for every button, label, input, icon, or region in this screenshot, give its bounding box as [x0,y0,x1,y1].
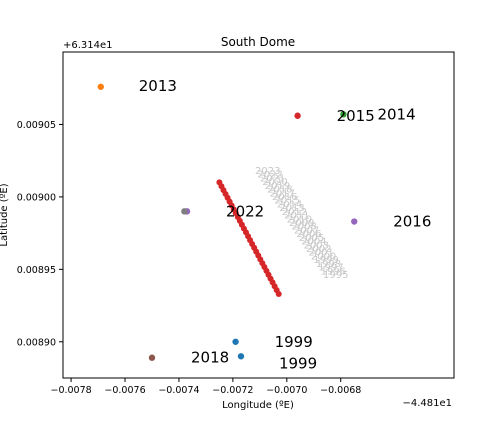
scatter-point [340,111,347,118]
faded-year-label: 2010 [287,214,312,225]
scatter-point [181,208,188,215]
faded-year-label: 2009 [289,218,314,229]
point-label: 1999 [279,354,317,372]
point-label: 2022 [226,202,264,220]
point-label: 1999 [275,333,313,351]
faded-year-label: 2016 [272,192,297,203]
faded-year-label: 2006 [296,229,321,240]
faded-year-label: 2001 [308,248,333,259]
x-axis-ticks: −0.0078 −0.0076 −0.0074 −0.0072 −0.0070 −0.00… [50,378,361,396]
x-tick-label: −0.0074 [158,385,199,396]
faded-year-label: 2012 [282,207,307,218]
point-label: 2015 [337,107,375,125]
faded-year-label: 1998 [316,259,341,270]
faded-year-label: 2023 [255,166,280,177]
faded-year-label: 2008 [291,222,316,233]
point-label: 2018 [191,349,229,367]
faded-year-label: 2018 [267,185,292,196]
faded-year-label: 2015 [274,196,299,207]
x-tick-label: −0.0068 [320,385,361,396]
faded-year-label: 2011 [284,211,309,222]
faded-year-label: 2017 [270,188,295,199]
point-label: 2014 [377,105,415,123]
x-offset-label: −4.481e1 [402,398,452,409]
faded-year-label: 2004 [301,237,326,248]
x-tick-label: −0.0070 [266,385,307,396]
x-axis-label: Longitude (ºE) [222,400,294,411]
faded-year-label: 2013 [279,203,304,214]
faded-year-label: 1996 [321,266,346,277]
faded-year-label: 2003 [304,240,329,251]
scatter-point [97,83,104,90]
y-tick-label: 0.00905 [17,120,56,131]
x-tick-label: −0.0072 [212,385,253,396]
x-tick-label: −0.0076 [104,385,145,396]
scatter-point [351,218,358,225]
point-label: 2013 [139,77,177,95]
faded-year-label: 1999 [313,255,338,266]
y-axis-label: Latitude (ºE) [0,183,10,246]
y-tick-label: 0.00900 [17,192,56,203]
scatter-point [148,354,156,361]
y-axis-ticks: 0.00890 0.00895 0.00900 0.00905 [17,120,63,348]
x-tick-label: −0.0078 [50,385,91,396]
trail-point [275,290,282,297]
faded-year-label: 2014 [277,199,302,210]
faded-year-label: 2007 [294,225,319,236]
y-tick-label: 0.00895 [17,265,56,276]
faded-year-label: 2005 [299,233,324,244]
scatter-point [237,353,245,360]
faded-year-label: 2002 [306,244,331,255]
faded-year-label: 2022 [257,170,282,181]
faded-year-label: 2021 [260,173,285,184]
faded-year-label: 1997 [318,263,343,274]
y-tick-label: 0.00890 [17,337,56,348]
y-offset-label: +6.314e1 [63,40,113,51]
scatter-point [232,338,239,345]
chart-title: South Dome [221,35,295,49]
faded-year-label: 2020 [262,177,287,188]
faded-year-label: 2019 [265,181,290,192]
point-label: 2016 [393,213,431,231]
scatter-point [294,112,301,119]
faded-year-label: 1995 [323,270,348,281]
axes-frame [62,51,455,379]
faded-year-label: 2000 [311,251,336,262]
plot-area: 2023202220212020201920182017201620152014… [97,77,431,372]
